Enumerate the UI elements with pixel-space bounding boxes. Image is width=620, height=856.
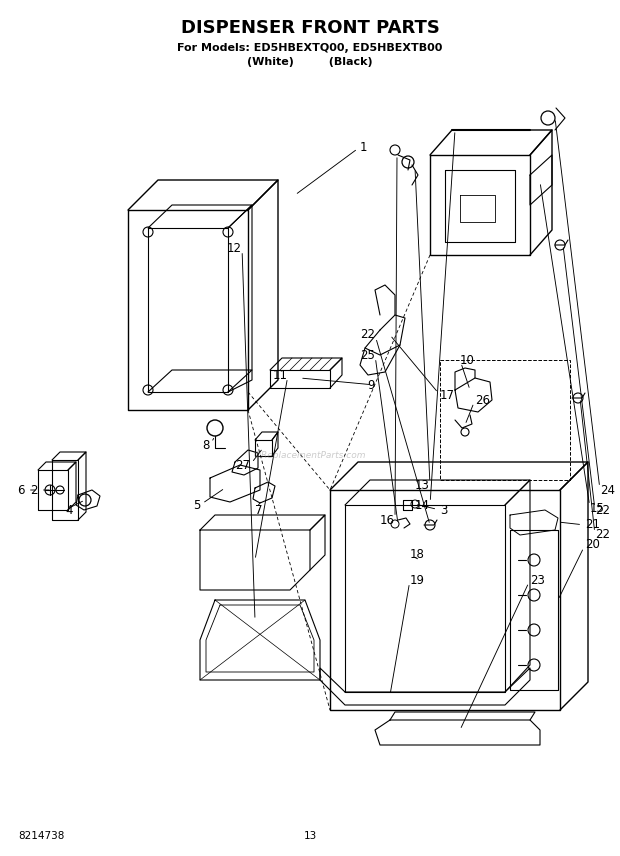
Text: 27: 27 [235, 459, 250, 472]
Text: 16: 16 [380, 514, 395, 526]
Text: 22: 22 [595, 503, 610, 516]
Text: 24: 24 [600, 484, 615, 496]
Text: ©ReplacementParts.com: ©ReplacementParts.com [253, 450, 367, 460]
Text: 26: 26 [475, 394, 490, 407]
Text: 11: 11 [273, 368, 288, 382]
Text: 13: 13 [415, 479, 430, 491]
Text: For Models: ED5HBEXTQ00, ED5HBEXTB00: For Models: ED5HBEXTQ00, ED5HBEXTB00 [177, 43, 443, 53]
Text: 4: 4 [65, 503, 73, 516]
Text: 6: 6 [17, 484, 25, 496]
Text: 8: 8 [203, 438, 210, 451]
Text: 1: 1 [360, 140, 368, 153]
Text: 22: 22 [595, 528, 610, 542]
Text: (White)         (Black): (White) (Black) [247, 57, 373, 67]
Text: 13: 13 [303, 831, 317, 841]
Text: 15: 15 [590, 502, 605, 514]
Text: 18: 18 [410, 549, 425, 562]
Text: 19: 19 [410, 574, 425, 586]
Text: 12: 12 [227, 241, 242, 254]
Text: 25: 25 [360, 348, 375, 361]
Text: 17: 17 [440, 389, 455, 401]
Text: 22: 22 [360, 329, 375, 342]
Text: 2: 2 [30, 484, 38, 496]
Text: 5: 5 [193, 498, 200, 512]
Text: 8214738: 8214738 [18, 831, 64, 841]
Text: 10: 10 [460, 354, 475, 366]
Bar [440, 360, 570, 480]
Text: DISPENSER FRONT PARTS: DISPENSER FRONT PARTS [180, 19, 440, 37]
Text: 9: 9 [368, 378, 375, 391]
Text: 7: 7 [255, 503, 262, 516]
Text: 21: 21 [585, 519, 600, 532]
Text: 23: 23 [530, 574, 545, 586]
Text: 14: 14 [415, 498, 430, 512]
Text: 3: 3 [440, 503, 448, 516]
Text: 20: 20 [585, 538, 600, 551]
